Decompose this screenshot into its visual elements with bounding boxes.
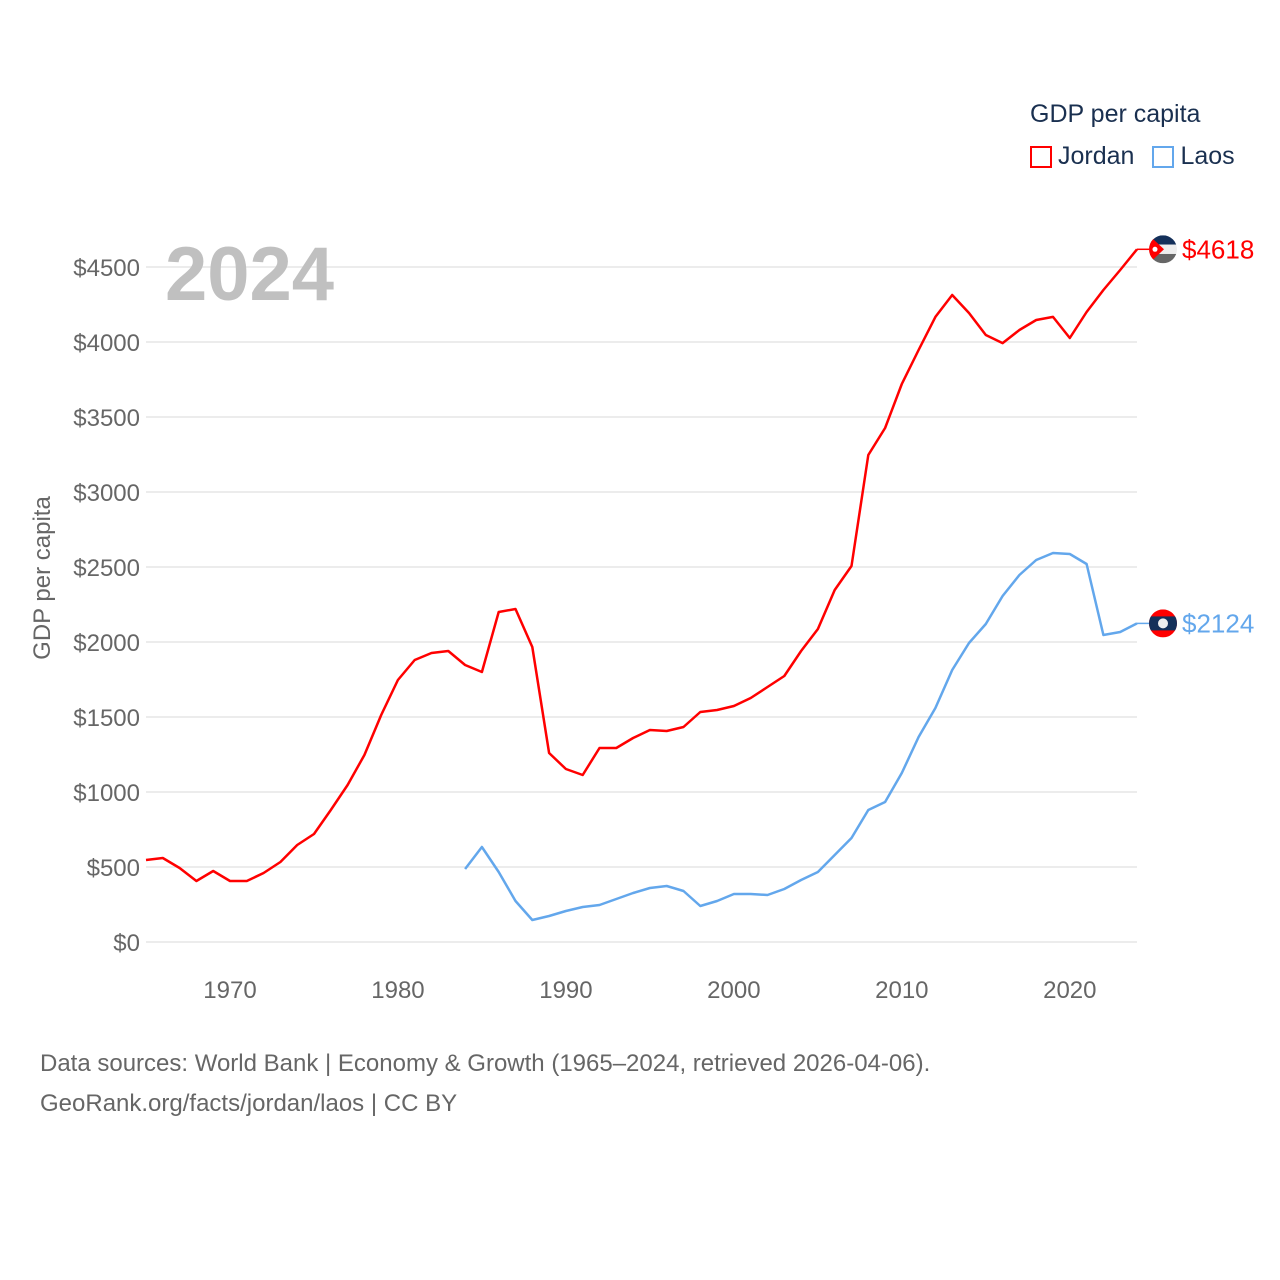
end-value-label: $4618 (1182, 234, 1254, 264)
x-tick-label: 2000 (707, 977, 760, 1004)
y-tick-label: $2000 (73, 630, 140, 657)
series-line-laos (464, 551, 1138, 922)
x-tick-label: 2020 (1043, 977, 1096, 1004)
flag-stripe (1149, 253, 1177, 264)
y-tick-label: $4500 (73, 255, 140, 282)
y-tick-label: $3500 (73, 405, 140, 432)
x-tick-label: 1980 (371, 977, 424, 1004)
end-value-label: $2124 (1182, 608, 1254, 638)
footer: Data sources: World Bank | Economy & Gro… (40, 1044, 930, 1124)
flag-body (1149, 609, 1177, 638)
flag-star (1152, 246, 1158, 252)
flag-stripe (1149, 235, 1177, 245)
y-tick-label: $0 (113, 930, 140, 957)
legend-title: GDP per capita (1030, 100, 1201, 128)
flag-disc (1158, 618, 1168, 629)
series-line-jordan (145, 248, 1138, 883)
y-tick-label: $2500 (73, 555, 140, 582)
legend-item-jordan[interactable]: Jordan (1030, 142, 1134, 171)
y-tick-label: $1000 (73, 780, 140, 807)
flag-body (1149, 235, 1177, 264)
x-tick-label: 1970 (203, 977, 256, 1004)
year-label: 2024 (165, 232, 334, 317)
flag-jordan-icon (1149, 235, 1177, 264)
footer-sources: Data sources: World Bank | Economy & Gro… (40, 1050, 931, 1077)
y-tick-label: $1500 (73, 705, 140, 732)
legend-swatch-jordan (1030, 145, 1052, 168)
y-tick-label: $4000 (73, 330, 140, 357)
x-tick-label: 1990 (539, 977, 592, 1004)
legend-item-laos[interactable]: Laos (1152, 142, 1235, 171)
x-tick-label: 2010 (875, 977, 928, 1004)
legend-label: Laos (1180, 142, 1235, 170)
y-tick-label: $500 (87, 855, 140, 882)
y-axis-label: GDP per capita (29, 496, 56, 660)
legend-label: Jordan (1058, 142, 1135, 170)
y-tick-label: $3000 (73, 480, 140, 507)
footer-link[interactable]: GeoRank.org/facts/jordan/laos | CC BY (40, 1090, 458, 1117)
flag-laos-icon (1149, 609, 1177, 638)
legend-swatch-laos (1152, 145, 1175, 168)
legend: Jordan Laos (1030, 142, 1235, 171)
